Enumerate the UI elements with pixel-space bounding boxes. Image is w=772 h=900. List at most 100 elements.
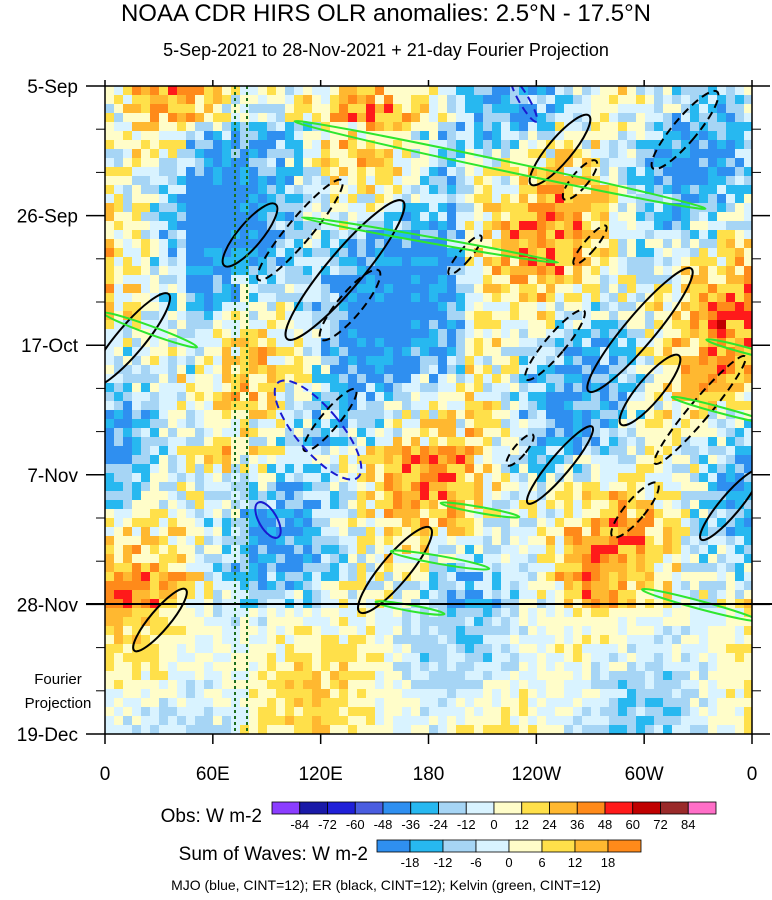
x-tick-label: 60E xyxy=(196,764,230,785)
obs-colorbar-level: 72 xyxy=(653,817,667,832)
projection-label: Fourier xyxy=(34,671,82,688)
wave-contour xyxy=(525,425,595,505)
obs-colorbar-label: Obs: W m-2 xyxy=(161,806,262,827)
wave-contour xyxy=(505,433,535,467)
waves-colorbar-swatch xyxy=(574,839,609,853)
waves-colorbar-level: -6 xyxy=(470,855,482,870)
obs-colorbar-level: -72 xyxy=(318,817,337,832)
x-tick-label: 60W xyxy=(625,764,664,785)
legend-footer: MJO (blue, CINT=12); ER (black, CINT=12)… xyxy=(171,877,601,893)
waves-colorbar-swatch xyxy=(541,839,576,853)
wave-contour xyxy=(618,353,682,427)
obs-colorbar-swatch xyxy=(493,801,523,815)
obs-colorbar-swatch xyxy=(354,801,384,815)
waves-colorbar-level: 0 xyxy=(505,855,512,870)
y-tick-label: 17-Oct xyxy=(21,336,79,357)
wave-contour xyxy=(650,89,720,171)
obs-colorbar-level: 24 xyxy=(542,817,556,832)
obs-colorbar-level: 60 xyxy=(626,817,640,832)
wave-contour xyxy=(670,395,752,425)
waves-colorbar-swatch xyxy=(442,839,477,853)
wave-contour xyxy=(447,234,483,276)
waves-colorbar-level: 12 xyxy=(568,855,582,870)
wave-contour xyxy=(641,587,752,623)
wave-contour xyxy=(221,202,279,268)
wave-contour xyxy=(254,501,282,539)
y-tick-label: 28-Nov xyxy=(17,595,79,616)
waves-colorbar-swatch xyxy=(508,839,543,853)
obs-colorbar-swatch xyxy=(604,801,634,815)
wave-contour xyxy=(132,587,188,653)
obs-colorbar-level: -24 xyxy=(429,817,448,832)
waves-colorbar-swatch xyxy=(409,839,444,853)
obs-colorbar-swatch xyxy=(576,801,606,815)
waves-colorbar-level: -12 xyxy=(434,855,453,870)
obs-colorbar-level: -48 xyxy=(374,817,393,832)
x-tick-label: 180 xyxy=(413,764,445,785)
waves-colorbar-level: 6 xyxy=(538,855,545,870)
obs-colorbar-swatch xyxy=(271,801,301,815)
obs-colorbar-level: 12 xyxy=(515,817,529,832)
waves-colorbar-swatch xyxy=(376,839,411,853)
wave-contour xyxy=(256,178,344,282)
wave-contour xyxy=(284,199,406,341)
waves-colorbar-label: Sum of Waves: W m-2 xyxy=(179,844,368,865)
wave-contour xyxy=(705,338,752,362)
waves-colorbar-swatch xyxy=(607,839,642,853)
wave-contour xyxy=(302,387,358,453)
obs-colorbar-swatch xyxy=(632,801,661,815)
chart-subtitle: 5-Sep-2021 to 28-Nov-2021 + 21-day Fouri… xyxy=(163,40,609,60)
obs-colorbar-swatch xyxy=(660,801,689,815)
wave-contour xyxy=(105,292,172,388)
wave-contour xyxy=(273,379,363,481)
obs-colorbar-level: 84 xyxy=(681,817,695,832)
obs-colorbar-swatch xyxy=(465,801,495,815)
wave-contour xyxy=(357,525,433,615)
obs-colorbar-level: -84 xyxy=(290,817,309,832)
obs-colorbar-swatch xyxy=(410,801,439,815)
plot-axes: 5-Sep 26-Sep 17-Oct 7-Nov 28-Nov 19-Dec Fourie… xyxy=(17,77,772,785)
y-tick-label: 19-Dec xyxy=(17,725,78,746)
obs-colorbar-swatch xyxy=(687,801,717,815)
chart-title: NOAA CDR HIRS OLR anomalies: 2.5°N - 17.… xyxy=(120,0,652,27)
obs-colorbar-level: -60 xyxy=(346,817,365,832)
obs-colorbar-level: 48 xyxy=(598,817,612,832)
obs-colorbar-level: 0 xyxy=(490,817,497,832)
olr-anomaly-field xyxy=(105,86,752,734)
x-tick-label: 120W xyxy=(512,764,562,785)
x-tick-label: 0 xyxy=(747,764,758,785)
wave-contour xyxy=(586,266,694,394)
obs-colorbar-swatch xyxy=(438,801,467,815)
obs-colorbar-swatch xyxy=(327,801,356,815)
obs-colorbar-swatch xyxy=(521,801,550,815)
waves-colorbar-level: -18 xyxy=(401,855,420,870)
y-tick-label: 5-Sep xyxy=(27,77,78,98)
obs-colorbar-level: -12 xyxy=(457,817,476,832)
y-tick-label: 26-Sep xyxy=(17,207,78,228)
obs-colorbar-level: -36 xyxy=(401,817,420,832)
waves-colorbar-swatch xyxy=(475,839,510,853)
wave-contour xyxy=(699,468,752,542)
obs-colorbar-swatch xyxy=(299,801,328,815)
wave-contour xyxy=(524,308,586,382)
wave-contour xyxy=(300,216,560,264)
colorbars: -84 -72 -60 -48 -36 -24 -12 0 12 24 36 48 60 72 84Obs:… xyxy=(161,801,717,870)
wave-contour xyxy=(439,501,521,519)
x-tick-label: 120E xyxy=(298,764,342,785)
wave-contour xyxy=(509,86,539,123)
wave-contour xyxy=(572,224,608,266)
wave-contour xyxy=(318,268,382,342)
obs-colorbar-swatch xyxy=(549,801,578,815)
waves-colorbar-level: 18 xyxy=(601,855,615,870)
wave-contour xyxy=(374,600,446,616)
y-tick-label: 7-Nov xyxy=(27,466,78,487)
obs-colorbar-level: 36 xyxy=(570,817,584,832)
wave-contours xyxy=(105,86,752,734)
wave-contour xyxy=(653,354,747,466)
wave-contour xyxy=(105,311,199,349)
obs-colorbar-swatch xyxy=(382,801,412,815)
wave-contour xyxy=(528,113,592,187)
wave-contour xyxy=(389,549,491,571)
wave-contour xyxy=(293,120,707,210)
